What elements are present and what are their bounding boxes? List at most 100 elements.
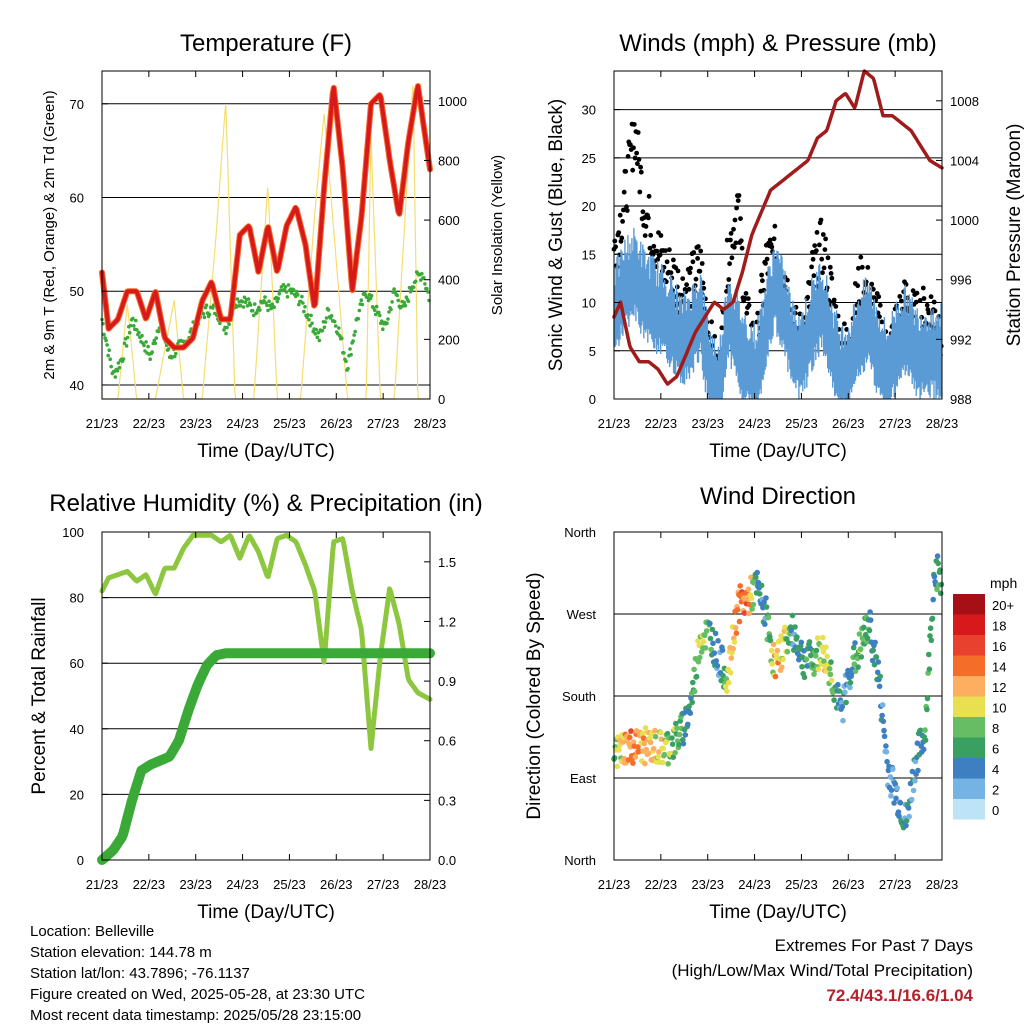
gust-point	[624, 204, 629, 210]
direction-point	[890, 766, 896, 772]
x-tick-label: 25/23	[273, 416, 306, 431]
gust-point	[675, 268, 681, 274]
x-tick-label: 25/23	[785, 416, 818, 431]
direction-point	[922, 737, 929, 743]
direction-point	[924, 706, 930, 713]
direction-point	[905, 805, 912, 811]
direction-point	[767, 637, 774, 644]
dewpoint-point	[352, 333, 357, 337]
station-latlon: Station lat/lon: 43.7896; -76.1137	[30, 965, 250, 982]
x-tick-label: 23/23	[691, 416, 724, 431]
dewpoint-point	[308, 323, 312, 328]
dewpoint-point	[332, 319, 337, 324]
y2-tick-label: 200	[438, 332, 460, 347]
speed-legend-label: 12	[992, 680, 1006, 695]
station-location: Location: Belleville	[30, 923, 155, 940]
dewpoint-point	[315, 335, 320, 340]
direction-point	[672, 749, 678, 756]
dewpoint-point	[104, 338, 108, 343]
dewpoint-point	[166, 347, 171, 351]
direction-point	[749, 606, 755, 612]
gust-point	[759, 272, 764, 278]
dewpoint-point	[125, 335, 130, 340]
speed-legend-swatch	[953, 696, 985, 717]
gust-point	[663, 248, 668, 254]
dewpoint-point	[142, 343, 146, 348]
direction-point	[927, 633, 933, 639]
direction-point	[686, 703, 692, 710]
direction-point	[930, 596, 936, 603]
y-tick-label: 40	[70, 378, 84, 393]
direction-point	[746, 610, 752, 617]
dewpoint-point	[235, 297, 240, 301]
direction-point	[695, 659, 702, 665]
gust-point	[635, 161, 640, 167]
gust-point	[733, 240, 739, 246]
humidity-plot-frame	[101, 531, 431, 861]
station-info: Location: Belleville Station elevation: …	[30, 921, 365, 1026]
gust-point	[785, 277, 790, 283]
gust-point	[631, 145, 636, 151]
direction-point	[758, 582, 765, 589]
dewpoint-point	[240, 299, 245, 304]
direction-point	[850, 644, 857, 651]
direction-point	[761, 599, 767, 606]
direction-point	[847, 684, 853, 691]
dewpoint-point	[411, 285, 416, 290]
temperature-title: Temperature (F)	[180, 30, 352, 57]
dewpoint-series	[100, 270, 431, 379]
direction-point	[703, 628, 710, 634]
direction-point	[776, 638, 783, 644]
direction-point	[806, 639, 813, 645]
dewpoint-point	[348, 347, 352, 351]
direction-point	[768, 647, 775, 654]
dewpoint-point	[258, 308, 262, 312]
extremes-box: Extremes For Past 7 Days (High/Low/Max W…	[672, 933, 973, 1008]
direction-point	[926, 651, 932, 658]
gust-point	[928, 294, 934, 300]
direction-point	[823, 644, 829, 650]
x-tick-label: 21/23	[598, 416, 631, 431]
direction-point	[784, 648, 791, 655]
speed-legend-swatch	[953, 737, 985, 758]
dewpoint-point	[409, 288, 414, 292]
y2-tick-label: 0.0	[438, 853, 456, 868]
dewpoint-point	[276, 296, 281, 301]
dewpoint-point	[263, 295, 267, 299]
x-tick-label: 21/23	[598, 877, 631, 892]
direction-point	[926, 666, 933, 672]
winds-xlabel: Time (Day/UTC)	[709, 441, 847, 462]
y-tick-label: 20	[582, 199, 596, 214]
gust-point	[735, 198, 741, 204]
dewpoint-point	[137, 330, 141, 335]
rh-line	[99, 532, 433, 751]
direction-point	[831, 697, 837, 703]
direction-point	[645, 750, 652, 756]
direction-point	[647, 735, 653, 741]
gust-point	[684, 282, 689, 288]
dewpoint-point	[413, 279, 418, 284]
direction-point	[873, 654, 880, 660]
direction-point	[616, 747, 622, 753]
gust-point	[821, 265, 827, 271]
direction-point	[814, 635, 821, 641]
solar-insolation-line	[101, 85, 431, 400]
y2-tick-label: 988	[950, 392, 972, 407]
dewpoint-point	[359, 298, 364, 303]
direction-point	[650, 745, 657, 752]
direction-point	[920, 746, 927, 753]
direction-point	[652, 733, 659, 740]
gust-point	[817, 242, 822, 248]
direction-point	[828, 677, 835, 684]
y2-tick-label: 1008	[950, 94, 979, 109]
temperature-xlabel: Time (Day/UTC)	[197, 441, 335, 462]
gust-point	[879, 319, 885, 325]
pressure-series	[612, 69, 944, 386]
x-tick-label: 28/23	[926, 416, 959, 431]
gust-point	[648, 232, 654, 238]
gust-point	[651, 243, 657, 249]
dewpoint-point	[374, 304, 379, 309]
direction-xlabel: Time (Day/UTC)	[709, 902, 847, 923]
y-tick-label: 10	[582, 296, 596, 311]
direction-point	[676, 741, 682, 748]
